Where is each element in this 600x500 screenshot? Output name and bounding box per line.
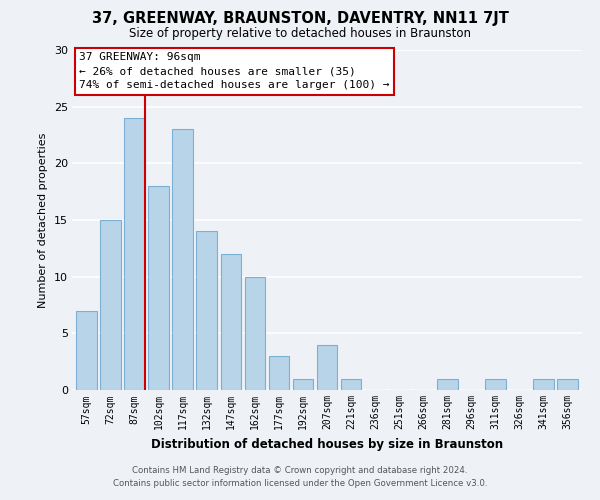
Bar [317,344,337,390]
Bar [100,220,121,390]
Bar [269,356,289,390]
Text: Contains HM Land Registry data © Crown copyright and database right 2024.
Contai: Contains HM Land Registry data © Crown c… [113,466,487,487]
Text: 37 GREENWAY: 96sqm
← 26% of detached houses are smaller (35)
74% of semi-detache: 37 GREENWAY: 96sqm ← 26% of detached hou… [79,52,390,90]
X-axis label: Distribution of detached houses by size in Braunston: Distribution of detached houses by size … [151,438,503,451]
Bar [76,310,97,390]
Bar [148,186,169,390]
Bar [172,130,193,390]
Y-axis label: Number of detached properties: Number of detached properties [38,132,48,308]
Text: 37, GREENWAY, BRAUNSTON, DAVENTRY, NN11 7JT: 37, GREENWAY, BRAUNSTON, DAVENTRY, NN11 … [92,12,508,26]
Bar [533,378,554,390]
Bar [221,254,241,390]
Bar [293,378,313,390]
Bar [437,378,458,390]
Bar [196,232,217,390]
Bar [557,378,578,390]
Bar [245,276,265,390]
Bar [341,378,361,390]
Bar [124,118,145,390]
Text: Size of property relative to detached houses in Braunston: Size of property relative to detached ho… [129,28,471,40]
Bar [485,378,506,390]
